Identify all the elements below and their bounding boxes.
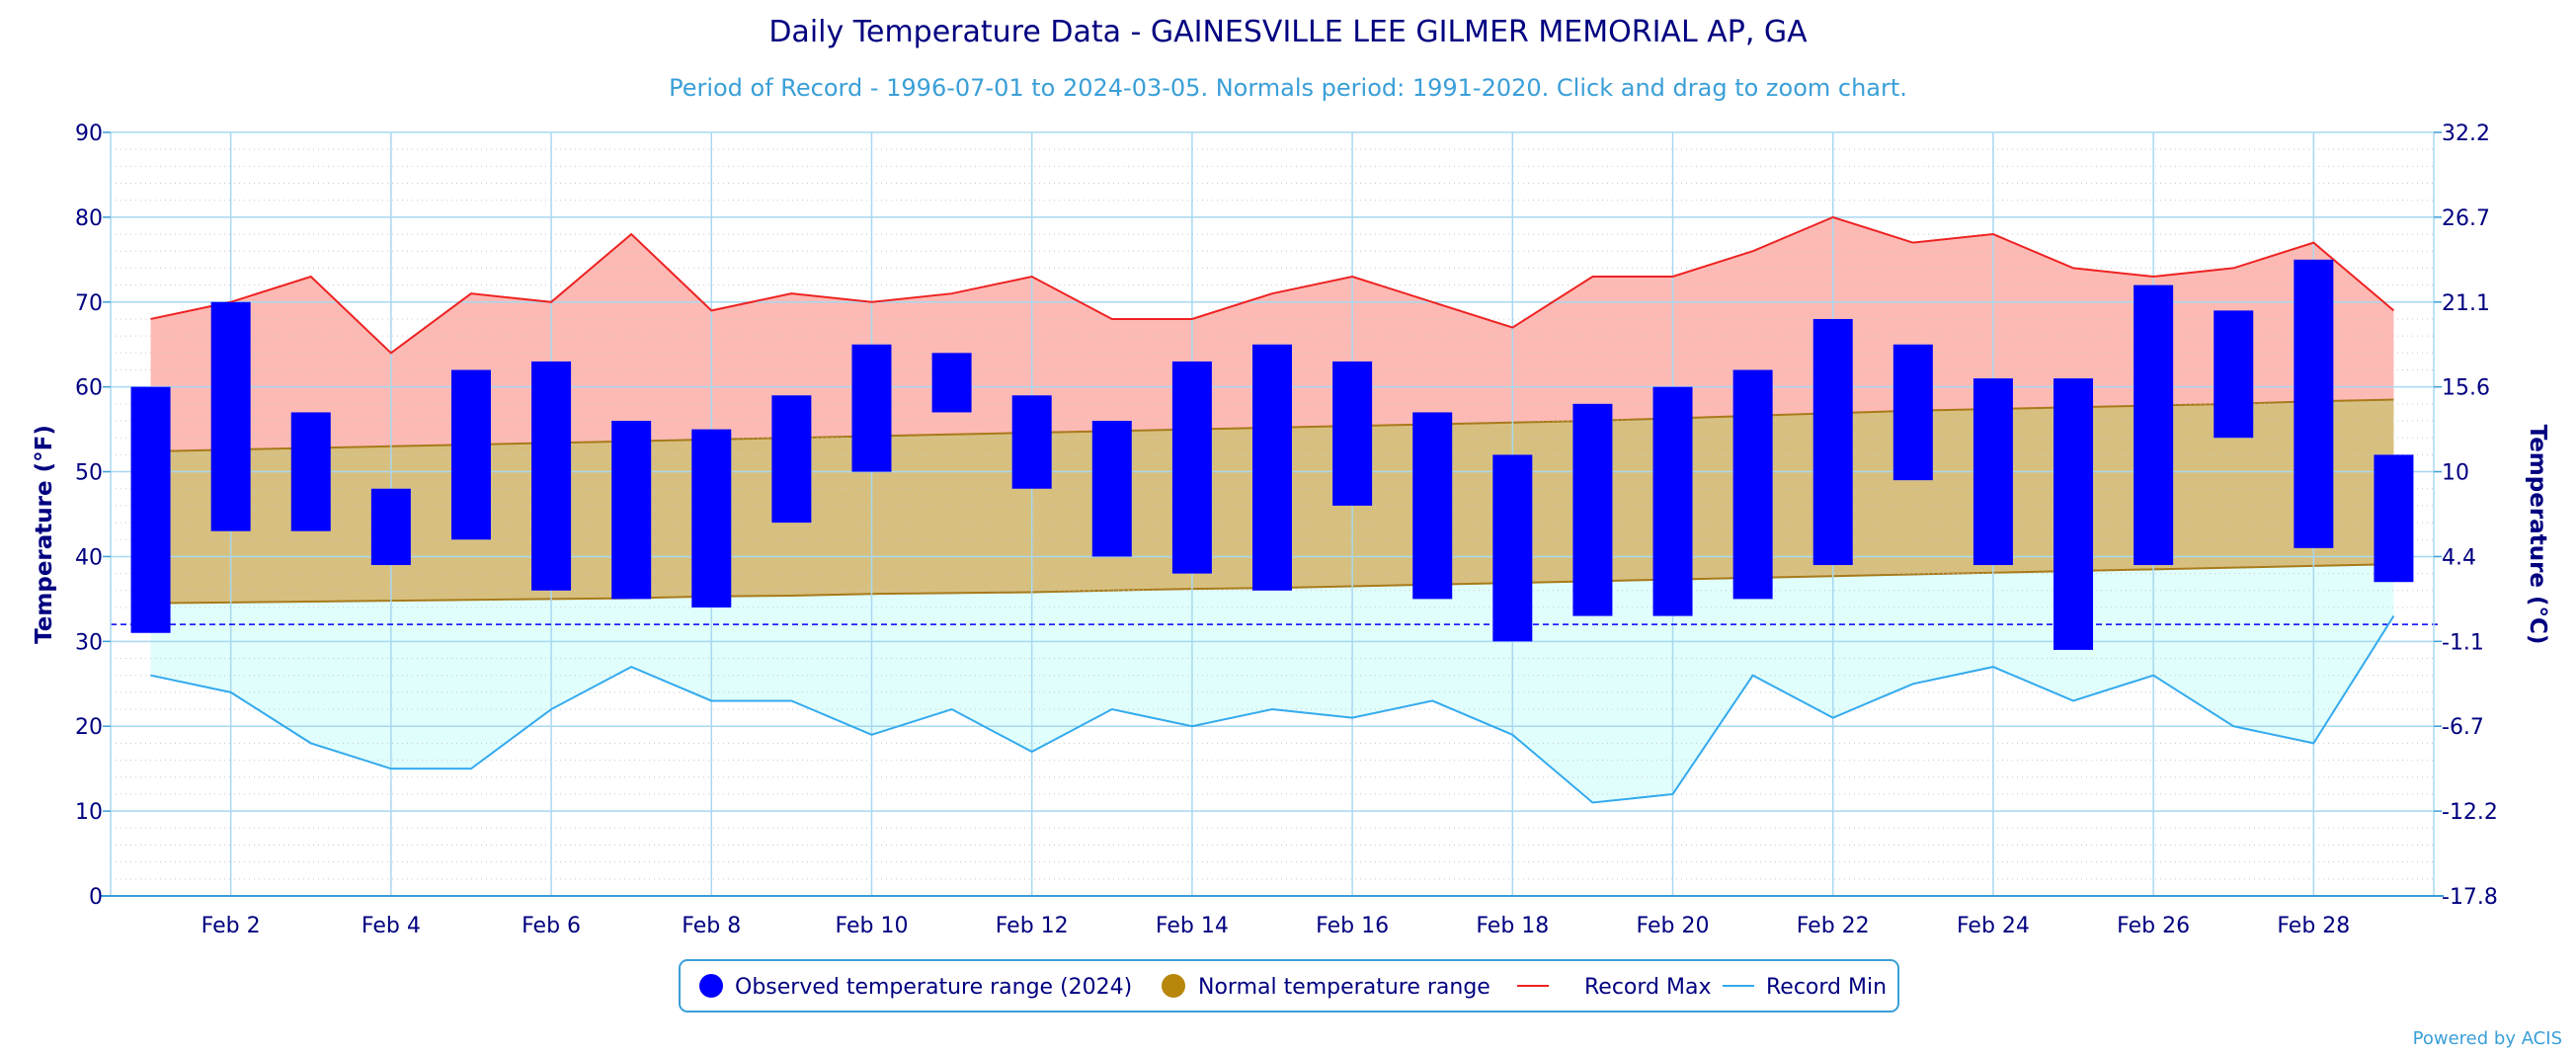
y-tick-label-left: 50: [75, 461, 103, 486]
y-tick-label-right: 4.4: [2442, 545, 2476, 570]
observed-bar: [1572, 403, 1613, 616]
observed-bar: [771, 395, 812, 524]
observed-bar: [210, 301, 251, 531]
observed-bar: [2294, 259, 2334, 548]
y-tick-label-right: 21.1: [2442, 291, 2490, 316]
record-min-line: [150, 615, 2395, 804]
observed-bar: [691, 429, 732, 608]
observed-bar: [1252, 344, 1292, 591]
observed-bar: [1332, 361, 1373, 506]
x-tick-label: Feb 14: [1156, 914, 1229, 938]
observed-bar: [2214, 310, 2254, 439]
y-tick-label-right: -1.1: [2442, 630, 2484, 655]
legend-item-normal[interactable]: Normal temperature range: [1162, 974, 1490, 1000]
observed-bar: [931, 353, 972, 413]
y-tick-label-right: 26.7: [2442, 206, 2490, 231]
observed-bar: [450, 369, 491, 540]
legend-box: [679, 959, 1899, 1012]
y-tick-label-right: -12.2: [2442, 800, 2498, 825]
y-tick-label-right: 10: [2442, 461, 2469, 486]
y-tick-label-left: 70: [75, 291, 103, 316]
y-tick-label-left: 80: [75, 206, 103, 231]
legend-item-record-min[interactable]: Record Min: [1723, 975, 1887, 1000]
x-tick-label: Feb 2: [201, 914, 261, 938]
legend-label-observed: Observed temperature range (2024): [735, 975, 1132, 1000]
y-tick-label-left: 20: [75, 715, 103, 740]
y-tick-label-left: 30: [75, 630, 103, 655]
observed-bar: [1652, 386, 1693, 616]
legend-label-record-max: Record Max: [1584, 975, 1712, 1000]
y-axis-title-left: Temperature (°F): [32, 425, 57, 644]
record-lines-layer: [150, 215, 2395, 804]
x-tick-label: Feb 18: [1476, 914, 1549, 938]
y-axis-title-right: Temperature (°C): [2525, 425, 2550, 645]
legend-marker-normal: [1162, 974, 1185, 998]
observed-bar: [370, 488, 411, 566]
chart-title: Daily Temperature Data - GAINESVILLE LEE…: [768, 15, 1808, 49]
x-tick-label: Feb 12: [996, 914, 1069, 938]
y-tick-label-right: -6.7: [2442, 715, 2484, 740]
x-tick-label: Feb 6: [522, 914, 581, 938]
observed-bar: [611, 421, 652, 600]
observed-bar: [1892, 344, 1933, 481]
x-tick-label: Feb 4: [362, 914, 421, 938]
observed-bar: [851, 344, 892, 472]
x-tick-label: Feb 26: [2117, 914, 2190, 938]
observed-bar: [1171, 361, 1212, 574]
observed-bar: [1972, 378, 2013, 566]
legend-label-record-min: Record Min: [1766, 975, 1887, 1000]
legend-item-observed[interactable]: Observed temperature range (2024): [699, 974, 1132, 1000]
observed-bar: [2053, 378, 2094, 650]
x-tick-label: Feb 8: [682, 914, 741, 938]
observed-bar: [2133, 284, 2174, 566]
legend-marker-observed: [699, 974, 723, 998]
legend-item-record-max[interactable]: Record Max: [1517, 975, 1712, 1000]
credit-link[interactable]: Powered by ACIS: [2413, 1028, 2562, 1049]
x-tick-label: Feb 20: [1637, 914, 1710, 938]
observed-bar: [1091, 421, 1132, 557]
axes-layer: 0 -17.8 10 -12.2 20 -6.7 30 -1.1 40 4.4 50 10 60 15.6…: [75, 122, 2498, 938]
y-tick-label-left: 90: [75, 122, 103, 146]
observed-bar: [130, 386, 171, 633]
y-tick-label-left: 10: [75, 800, 103, 825]
observed-bars-layer: [130, 259, 2414, 650]
observed-bar: [1492, 454, 1533, 642]
observed-bar: [1812, 318, 1853, 566]
x-tick-label: Feb 28: [2277, 914, 2350, 938]
x-tick-label: Feb 16: [1316, 914, 1389, 938]
y-tick-label-left: 0: [89, 885, 103, 910]
legend-label-normal: Normal temperature range: [1198, 975, 1490, 1000]
observed-bar: [2374, 454, 2414, 583]
x-tick-label: Feb 10: [836, 914, 909, 938]
observed-bar: [1732, 369, 1773, 600]
chart-subtitle: Period of Record - 1996-07-01 to 2024-03…: [669, 74, 1907, 102]
y-tick-label-right: 15.6: [2442, 376, 2490, 401]
y-tick-label-right: -17.8: [2442, 885, 2498, 910]
observed-bar: [531, 361, 572, 591]
x-tick-label: Feb 22: [1797, 914, 1870, 938]
observed-bar: [1011, 395, 1052, 489]
observed-bar: [290, 412, 331, 531]
record-max-line: [150, 215, 2395, 355]
legend: Observed temperature range (2024) Normal…: [679, 959, 1899, 1012]
observed-bar: [1412, 412, 1453, 600]
y-tick-label-left: 60: [75, 376, 103, 401]
x-tick-label: Feb 24: [1957, 914, 2030, 938]
y-tick-label-right: 32.2: [2442, 122, 2490, 146]
y-tick-label-left: 40: [75, 545, 103, 570]
